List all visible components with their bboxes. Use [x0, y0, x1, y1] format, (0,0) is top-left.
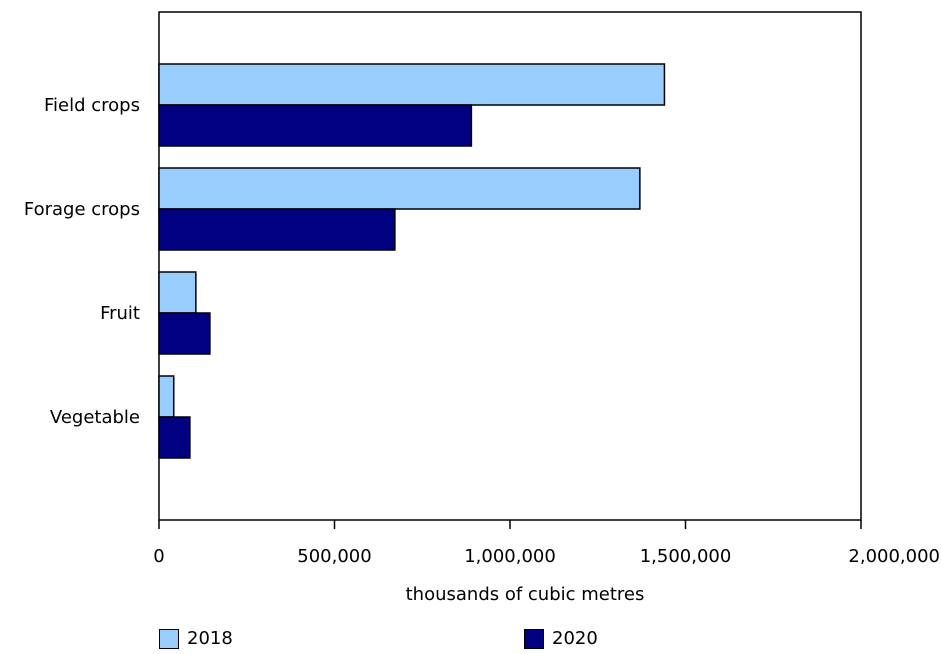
category-label: Vegetable	[50, 407, 140, 428]
category-labels: Field crops Forage crops Fruit Vegetable	[24, 95, 140, 428]
bar-vegetable-2018	[158, 375, 175, 418]
x-tick-label: 1,500,000	[640, 546, 732, 567]
legend-label-2020: 2020	[552, 628, 598, 649]
bar-forage-crops-2018	[158, 167, 641, 210]
x-tick-label: 2,000,000	[848, 546, 940, 567]
x-tick-label: 500,000	[297, 546, 371, 567]
legend-swatch-2018	[159, 628, 179, 649]
bar-fruit-2020	[158, 312, 211, 355]
category-label: Forage crops	[24, 199, 140, 220]
legend-item-2020: 2020	[524, 628, 598, 649]
legend-swatch-2020	[524, 628, 544, 649]
bar-forage-crops-2020	[158, 208, 396, 251]
category-label: Field crops	[44, 95, 140, 116]
x-tick-label: 0	[153, 546, 164, 567]
bar-vegetable-2020	[158, 416, 191, 459]
bar-field-crops-2020	[158, 104, 473, 147]
bars-group	[158, 63, 666, 459]
legend-item-2018: 2018	[159, 628, 233, 649]
bar-fruit-2018	[158, 271, 197, 314]
category-label: Fruit	[100, 303, 140, 324]
x-tick-label: 1,000,000	[464, 546, 556, 567]
legend-label-2018: 2018	[187, 628, 233, 649]
x-axis: 0 500,000 1,000,000 1,500,000 2,000,000	[153, 520, 940, 567]
bar-field-crops-2018	[158, 63, 666, 106]
x-axis-title: thousands of cubic metres	[406, 584, 645, 605]
